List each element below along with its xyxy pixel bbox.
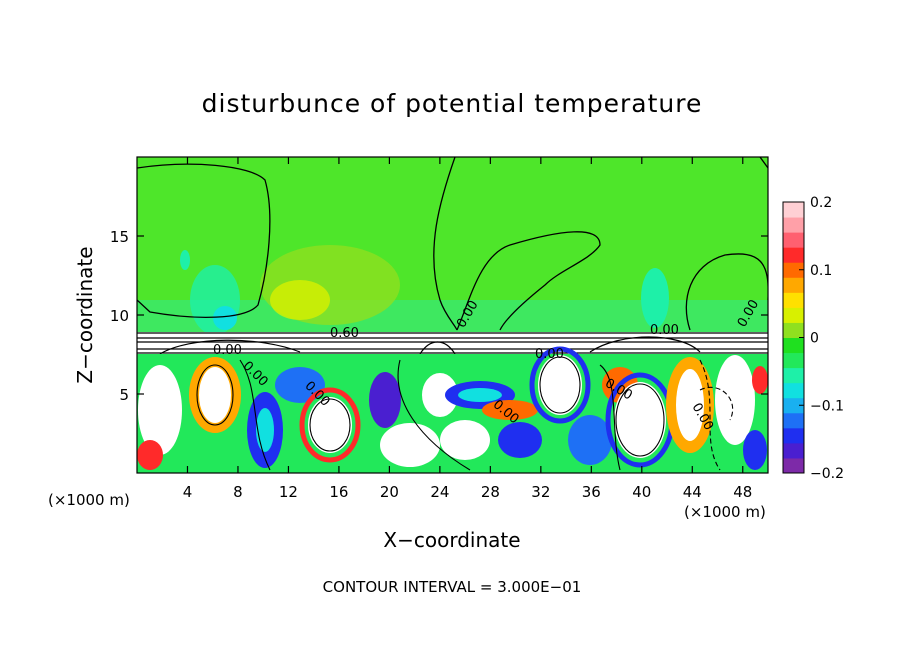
contour-label: 0.00 (213, 343, 242, 358)
colorbar-segment (783, 307, 804, 323)
x-tick-label: 24 (430, 483, 449, 501)
interface-contours (137, 332, 768, 355)
x-unit-right: (×1000 m) (684, 503, 766, 521)
colorbar-segment (783, 337, 804, 354)
lower-contours (196, 356, 734, 471)
x-tick-label: 28 (481, 483, 500, 501)
colorbar (783, 202, 804, 474)
cool-patch (641, 268, 669, 328)
x-tick-label: 36 (582, 483, 601, 501)
contour-label: 0.60 (330, 326, 359, 341)
colorbar-tick-label: 0.2 (810, 195, 832, 211)
y-axis: 5 10 15 (110, 228, 768, 404)
colorbar-tick-label: 0 (810, 331, 819, 347)
x-tick-label: 40 (632, 483, 651, 501)
y-tick-label: 15 (110, 228, 129, 246)
x-tick-label: 32 (531, 483, 550, 501)
upper-contours (137, 157, 768, 331)
plot-area (137, 157, 768, 473)
y-tick-label: 10 (110, 307, 129, 325)
colorbar-segment (783, 202, 804, 218)
y-axis-label: Z−coordinate (73, 246, 97, 383)
colorbar-segment (783, 217, 804, 233)
x-tick-label: 4 (183, 483, 193, 501)
colorbar-segment (783, 457, 804, 474)
colorbar-segment (783, 412, 804, 429)
colorbar-segment (783, 352, 804, 369)
colorbar-segment (783, 232, 804, 248)
colorbar-ticks: 0.2 0.1 0 −0.1 −0.2 (799, 195, 844, 482)
x-axis: 4 8 12 16 20 24 28 32 36 40 44 48 (183, 157, 752, 501)
x-tick-label: 16 (329, 483, 348, 501)
colorbar-segment (783, 322, 804, 338)
contour-interval-text: CONTOUR INTERVAL = 3.000E−01 (323, 578, 582, 596)
colorbar-segment (783, 382, 804, 399)
colorbar-segment (783, 247, 804, 263)
lower-blobs (137, 346, 768, 470)
warm-patch (270, 280, 330, 320)
colorbar-segment (783, 427, 804, 444)
contour-label: 0.00 (650, 323, 679, 338)
chart-title: disturbunce of potential temperature (202, 89, 703, 118)
colorbar-tick-label: −0.1 (810, 398, 844, 414)
x-tick-label: 44 (683, 483, 702, 501)
colorbar-tick-label: 0.1 (810, 263, 832, 279)
x-tick-label: 20 (380, 483, 399, 501)
contour-label: 0.00 (535, 347, 564, 362)
x-tick-label: 48 (733, 483, 752, 501)
colorbar-segment (783, 292, 804, 308)
x-tick-label: 8 (233, 483, 243, 501)
colorbar-segment (783, 367, 804, 384)
colorbar-segment (783, 442, 804, 459)
cool-patch (213, 306, 237, 330)
colorbar-segment (783, 262, 804, 278)
y-tick-label: 5 (119, 386, 129, 404)
x-unit-left: (×1000 m) (48, 491, 130, 509)
colorbar-tick-label: −0.2 (810, 466, 844, 482)
x-tick-label: 12 (279, 483, 298, 501)
cool-patch (180, 250, 190, 270)
colorbar-segment (783, 277, 804, 293)
colorbar-segment (783, 397, 804, 414)
x-axis-label: X−coordinate (383, 528, 520, 552)
